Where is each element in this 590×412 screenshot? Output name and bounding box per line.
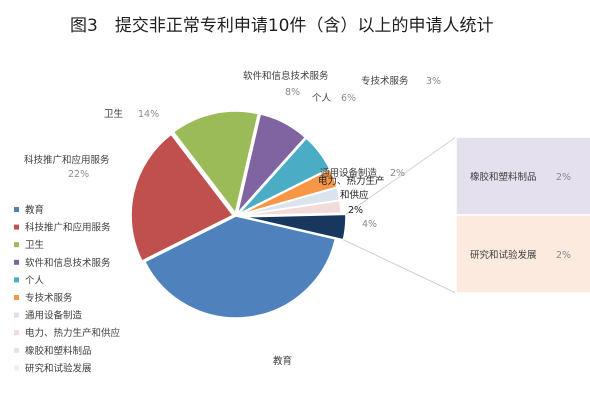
legend-swatch-2 (14, 242, 19, 248)
pie-slice-7 (238, 199, 342, 217)
secondary-bar-value-0: 2% (556, 172, 571, 183)
secondary-bar-label-0: 橡胶和塑料制品 (470, 171, 537, 183)
label-prof-value: 3% (426, 76, 441, 87)
pie-slice-3 (236, 113, 307, 214)
legend-entry-9: 研究和试验发展 (25, 362, 92, 374)
legend-swatch-8 (14, 347, 19, 353)
legend-swatch-7 (14, 330, 19, 336)
connector-line-1 (343, 239, 457, 294)
label-prof: 专技术服务 (361, 75, 409, 87)
chart-title: 图3 提交非正常专利申请10件（含）以上的申请人统计 (70, 16, 493, 36)
legend-entry-3: 软件和信息技术服务 (25, 257, 111, 269)
pie-slice-1 (130, 133, 235, 263)
legend-entry-8: 橡胶和塑料制品 (25, 345, 92, 357)
secondary-bar-value-1: 2% (556, 250, 571, 261)
secondary-bar-label-1: 研究和试验发展 (470, 249, 537, 261)
connector-line-0 (345, 136, 457, 215)
label-sci-value: 22% (68, 169, 89, 180)
pie-slice-4 (237, 137, 331, 215)
secondary-bar-1 (455, 214, 590, 294)
legend-entry-2: 卫生 (25, 239, 45, 251)
legend-entry-6: 通用设备制造 (25, 310, 83, 322)
label-general-value: 2% (390, 168, 405, 179)
label-power-b: 和供应 (340, 189, 369, 201)
legend-swatch-4 (14, 277, 19, 283)
legend-swatch-6 (14, 312, 19, 318)
label-person: 个人 (312, 93, 332, 104)
label-health-value: 14% (138, 109, 159, 120)
label-soft-value: 8% (285, 87, 300, 98)
label-person-value: 6% (341, 93, 356, 104)
bar-of-pie-connectors (343, 136, 457, 294)
label-general: 通用设备制造 (320, 167, 378, 179)
legend-swatch-0 (14, 207, 19, 212)
legend-swatch-1 (14, 224, 19, 230)
pie-slice-0 (143, 215, 337, 319)
legend-entry-1: 科技推广和应用服务 (25, 222, 111, 234)
label-power-value: 2% (348, 205, 363, 216)
pie-slices (130, 110, 347, 319)
label-sci: 科技推广和应用服务 (24, 154, 110, 166)
label-health: 卫生 (104, 108, 124, 120)
label-other-value: 4% (362, 219, 377, 230)
legend-entry-5: 专技术服务 (25, 292, 73, 304)
secondary-bars: 橡胶和塑料制品 2% 研究和试验发展 2% (455, 136, 590, 294)
legend: 教育科技推广和应用服务卫生软件和信息技术服务个人专技术服务通用设备制造电力、热力… (14, 204, 121, 374)
pie-slice-2 (172, 110, 260, 215)
secondary-bar-0 (455, 136, 590, 216)
legend-entry-4: 个人 (25, 275, 45, 286)
pie-slice-8 (243, 213, 347, 241)
label-edu: 教育 (273, 355, 292, 367)
legend-swatch-3 (14, 259, 19, 265)
legend-entry-7: 电力、热力生产和供应 (25, 327, 121, 339)
legend-swatch-5 (14, 295, 19, 300)
legend-swatch-9 (14, 365, 19, 371)
legend-entry-0: 教育 (25, 204, 44, 216)
label-soft: 软件和信息技术服务 (243, 70, 329, 82)
label-power-a: 电力、热力生产 (318, 175, 385, 187)
